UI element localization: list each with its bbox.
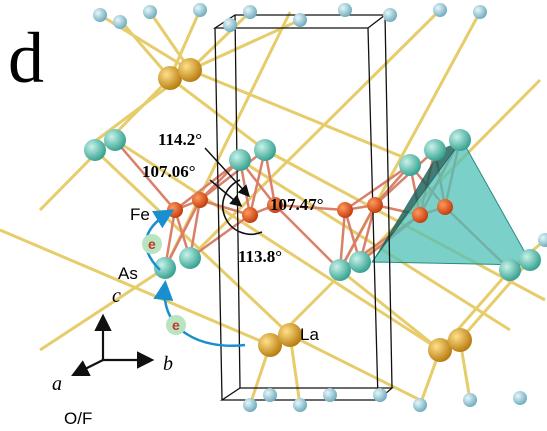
angle-arc	[221, 179, 263, 235]
bond	[274, 204, 341, 271]
panel-label: d	[8, 18, 44, 98]
bonds	[0, 8, 546, 406]
o-f-atom	[373, 388, 387, 402]
fe-atom	[167, 202, 183, 218]
atom-label: As	[118, 264, 138, 283]
fe-atom	[337, 202, 353, 218]
bond	[189, 213, 251, 260]
electron-path	[153, 280, 246, 347]
bond	[114, 138, 441, 352]
electron	[142, 234, 162, 254]
la-atom	[258, 333, 282, 357]
as-atom	[179, 247, 201, 269]
bond	[344, 163, 411, 212]
o-f-atom	[143, 5, 157, 19]
fe-atom	[412, 207, 428, 223]
bond	[188, 10, 252, 72]
o-f-atom	[433, 3, 447, 17]
o-f-atom	[473, 5, 487, 19]
as-atom	[329, 259, 351, 281]
bond	[114, 139, 176, 211]
fe-atom	[192, 192, 208, 208]
o-f-atom	[263, 388, 277, 402]
bond	[168, 9, 202, 79]
o-f-atom	[243, 398, 257, 412]
o-f-atom	[413, 398, 427, 412]
o-f-atom	[463, 393, 477, 407]
bond	[289, 333, 421, 402]
bond	[174, 159, 241, 211]
o-f-atom	[93, 8, 107, 22]
bond	[188, 8, 442, 260]
o-f-atom	[193, 3, 207, 17]
as-atom	[424, 139, 446, 161]
bond	[199, 149, 266, 201]
o-f-atom	[293, 398, 307, 412]
la-atom	[278, 323, 302, 347]
bond	[169, 76, 266, 152]
o-f-atom	[223, 18, 237, 32]
as-atom	[254, 139, 276, 161]
fe-atom	[267, 197, 283, 213]
axes	[71, 313, 155, 376]
la-atom	[178, 58, 202, 82]
as-atom	[499, 259, 521, 281]
fe-atom	[242, 207, 258, 223]
bond	[118, 19, 172, 79]
angle-label: 107.06°	[142, 162, 196, 181]
o-f-atom	[323, 388, 337, 402]
o-f-atom	[113, 15, 127, 29]
la-atom	[448, 328, 472, 352]
o-f-atom	[293, 13, 307, 27]
axis-label: a	[52, 373, 62, 395]
angle-label: 114.2°	[158, 130, 202, 149]
axis-label: b	[163, 353, 173, 375]
atoms	[84, 3, 547, 412]
la-atom	[428, 338, 452, 362]
o-f-atom	[383, 8, 397, 22]
bond	[189, 68, 411, 162]
as-atom	[154, 257, 176, 279]
as-atom	[349, 251, 371, 273]
as-atom	[84, 139, 106, 161]
electron-label: e	[148, 236, 156, 252]
o-f-atom	[243, 5, 257, 19]
electron-label: e	[172, 317, 180, 333]
as-atom	[104, 129, 126, 151]
electron	[166, 315, 186, 335]
tetrahedron-face	[372, 140, 462, 262]
atom-label: O/F	[64, 409, 92, 428]
o-f-atom	[538, 233, 547, 247]
angle-label: 113.8°	[238, 247, 282, 266]
bond	[274, 203, 346, 212]
bond	[39, 266, 166, 352]
o-f-atom	[338, 3, 352, 17]
angle-pointer	[204, 147, 251, 198]
bond	[199, 198, 251, 217]
as-atom	[399, 154, 421, 176]
angle-label: 107.47°	[270, 195, 324, 214]
atom-label: Fe	[130, 205, 150, 224]
fe-atom	[367, 197, 383, 213]
angle-pointer	[209, 179, 243, 207]
as-atom	[519, 249, 541, 271]
bond	[338, 204, 377, 271]
bond	[163, 199, 202, 269]
fe-atom	[437, 199, 453, 215]
atom-label: La	[300, 325, 319, 344]
as-atom	[449, 129, 471, 151]
as-atom	[229, 149, 251, 171]
la-atom	[158, 66, 182, 90]
tetrahedron	[371, 139, 533, 266]
bond	[374, 149, 436, 206]
o-f-atom	[513, 391, 527, 405]
axis-label: c	[112, 285, 121, 307]
